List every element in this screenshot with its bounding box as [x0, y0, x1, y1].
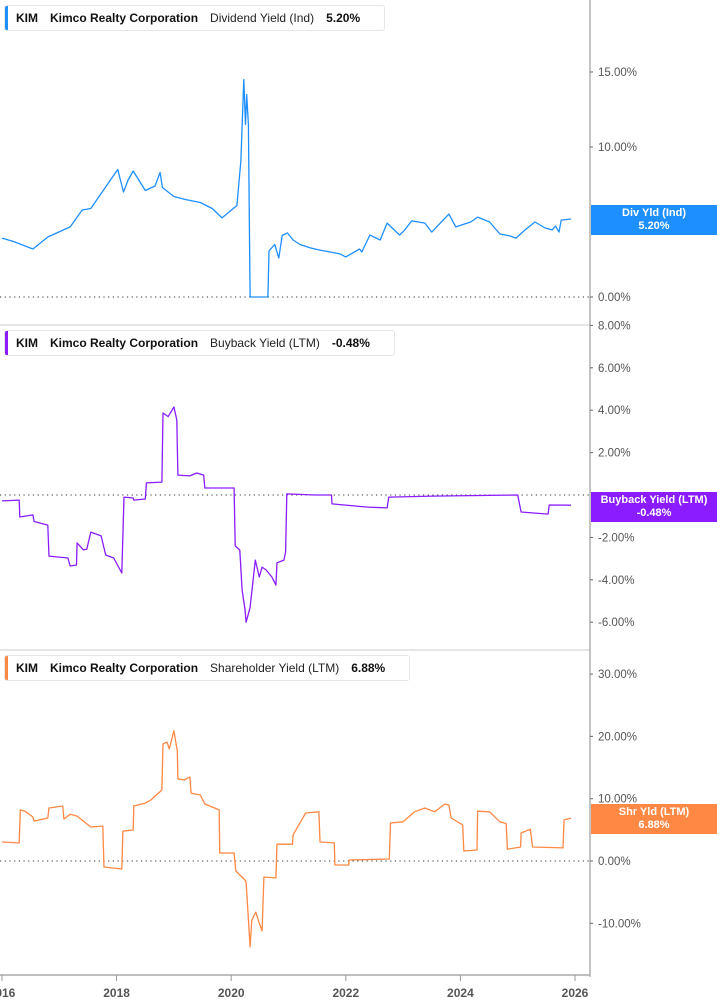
series-color-marker — [5, 331, 8, 355]
metric-name: Buyback Yield (LTM) — [210, 336, 320, 350]
buyback-yield-y-tick-label: 2.00% — [598, 448, 631, 460]
last-value-badge-dividend: Div Yld (Ind) 5.20% — [591, 205, 717, 235]
company-name: Kimco Realty Corporation — [50, 11, 199, 25]
series-color-marker — [5, 6, 8, 30]
x-tick-label: 2016 — [0, 986, 16, 1000]
x-tick-label: 2024 — [447, 986, 474, 1000]
panel-header-buyback-yield: KIM Kimco Realty Corporation Buyback Yie… — [4, 330, 395, 356]
buyback-yield-y-tick-label: -6.00% — [598, 617, 634, 629]
badge-label: Shr Yld (LTM) — [618, 806, 690, 818]
shareholder-yield-y-tick-label: 10.00% — [598, 794, 637, 806]
shareholder-yield-y-tick-label: 20.00% — [598, 731, 637, 743]
dividend-yield-y-tick-label: 15.00% — [598, 67, 637, 79]
buyback-yield-y-tick-label: 8.00% — [598, 320, 631, 332]
company-name: Kimco Realty Corporation — [50, 336, 199, 350]
panel-header-dividend-yield: KIM Kimco Realty Corporation Dividend Yi… — [4, 5, 386, 31]
series-color-marker — [5, 656, 8, 680]
x-tick-label: 2020 — [218, 986, 245, 1000]
last-value-badge-shareholder: Shr Yld (LTM) 6.88% — [591, 804, 717, 834]
metric-name: Shareholder Yield (LTM) — [210, 661, 340, 675]
badge-value: -0.48% — [636, 507, 672, 519]
dividend-yield-series-line — [1, 78, 572, 298]
company-name: Kimco Realty Corporation — [50, 661, 199, 675]
shareholder-yield-y-tick-label: 30.00% — [598, 669, 637, 681]
ticker: KIM — [16, 661, 38, 675]
badge-value: 6.88% — [638, 819, 670, 831]
x-tick-label: 2026 — [562, 986, 589, 1000]
metric-value: 5.20% — [326, 11, 361, 25]
x-tick-label: 2022 — [332, 986, 359, 1000]
buyback-yield-series-line — [1, 406, 572, 623]
metric-value: -0.48% — [331, 336, 370, 350]
buyback-yield-y-tick-label: -4.00% — [598, 575, 634, 587]
shareholder-yield-y-tick-label: 0.00% — [598, 856, 631, 868]
shareholder-yield-y-tick-label: -10.00% — [598, 918, 641, 930]
dividend-yield-y-tick-label: 10.00% — [598, 142, 637, 154]
dividend-yield-y-tick-label: 0.00% — [598, 292, 631, 304]
panel-header-shareholder-yield: KIM Kimco Realty Corporation Shareholder… — [4, 655, 411, 681]
badge-label: Div Yld (Ind) — [622, 207, 686, 219]
x-tick-label: 2018 — [103, 986, 130, 1000]
badge-label: Buyback Yield (LTM) — [600, 494, 708, 506]
badge-value: 5.20% — [638, 220, 670, 232]
last-value-badge-buyback: Buyback Yield (LTM) -0.48% — [591, 492, 717, 522]
metric-value: 6.88% — [351, 661, 386, 675]
buyback-yield-y-tick-label: -2.00% — [598, 532, 634, 544]
ticker: KIM — [16, 11, 38, 25]
metric-name: Dividend Yield (Ind) — [210, 11, 315, 25]
buyback-yield-y-tick-label: 4.00% — [598, 405, 631, 417]
shareholder-yield-series-line — [1, 730, 572, 948]
ticker: KIM — [16, 336, 38, 350]
buyback-yield-y-tick-label: 6.00% — [598, 363, 631, 375]
